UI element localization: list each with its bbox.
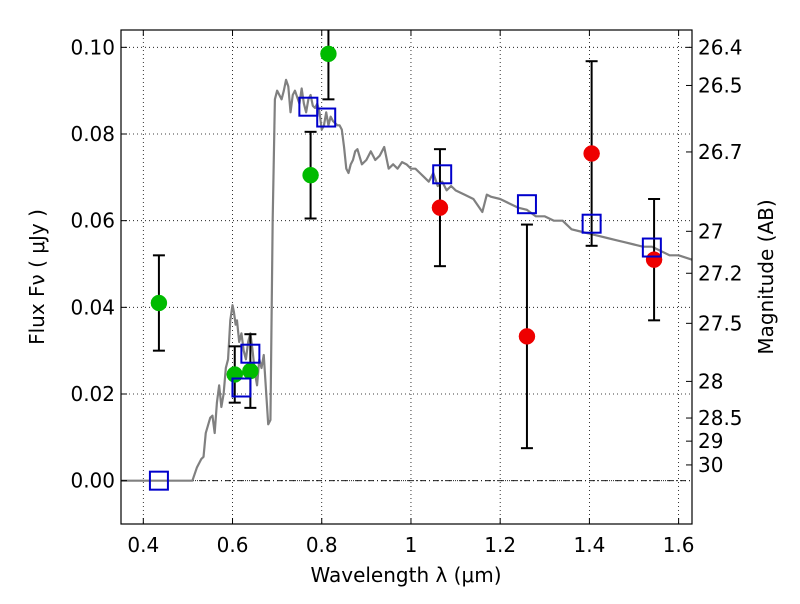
x-tick-label: 1.2: [484, 533, 516, 557]
green-data-point: [150, 294, 168, 312]
x-axis-title: Wavelength λ (μm): [310, 563, 501, 587]
red-data-point: [645, 251, 663, 268]
mag-tick-label: 28: [698, 369, 723, 393]
y-axis-title: Flux Fν ( μJy ): [25, 209, 49, 345]
mag-tick-label: 30: [698, 453, 723, 477]
y-tick-label: 0.06: [70, 209, 115, 233]
mag-tick-label: 26.4: [698, 35, 743, 59]
x-tick-label: 1: [405, 533, 418, 557]
x-tick-label: 0.4: [127, 533, 159, 557]
right-y-axis-title: Magnitude (AB): [754, 199, 778, 354]
blue-model-square: [231, 377, 252, 398]
y-tick-label: 0.04: [70, 295, 115, 319]
x-tick-label: 0.8: [306, 533, 338, 557]
blue-model-square: [516, 194, 537, 215]
mag-tick-label: 26.7: [698, 140, 743, 164]
blue-model-square: [240, 343, 261, 364]
ticks: 0.4 0.6 0.8 1 1.2 1.4 1.6 0.00 0.02 0.04 0.06 0.08 0…: [70, 30, 743, 557]
blue-model-square: [432, 164, 453, 185]
model-spectrum-layer: [121, 78, 692, 482]
mag-tick-label: 28.5: [698, 406, 743, 430]
mag-tick-label: 29: [698, 429, 723, 453]
mag-tick-label: 27.5: [698, 311, 743, 335]
mag-tick-label: 26.5: [698, 73, 743, 97]
blue-model-square: [581, 213, 602, 234]
mag-tick-label: 27: [698, 219, 723, 243]
red-data-point: [518, 328, 536, 345]
x-tick-label: 1.6: [663, 533, 695, 557]
blue-model-square: [148, 470, 169, 491]
data-points-layer: [148, 30, 663, 491]
mag-tick-label: 27.2: [698, 261, 743, 285]
x-tick-label: 0.6: [217, 533, 249, 557]
grid: [121, 30, 692, 524]
green-data-point: [226, 366, 244, 383]
x-tick-label: 1.4: [573, 533, 605, 557]
y-tick-label: 0.00: [70, 469, 115, 493]
green-data-point: [320, 45, 337, 63]
green-data-point: [302, 166, 319, 184]
blue-model-square: [641, 237, 662, 258]
y-tick-label: 0.08: [70, 122, 115, 146]
red-data-point: [431, 199, 449, 216]
plot-frame: [120, 29, 693, 525]
y-tick-label: 0.02: [70, 382, 115, 406]
y-tick-label: 0.10: [70, 35, 115, 59]
red-data-point: [583, 145, 600, 162]
green-data-point: [242, 362, 259, 380]
model-spectrum-line: [121, 78, 692, 482]
blue-model-square: [298, 96, 319, 117]
blue-model-square: [316, 107, 337, 128]
